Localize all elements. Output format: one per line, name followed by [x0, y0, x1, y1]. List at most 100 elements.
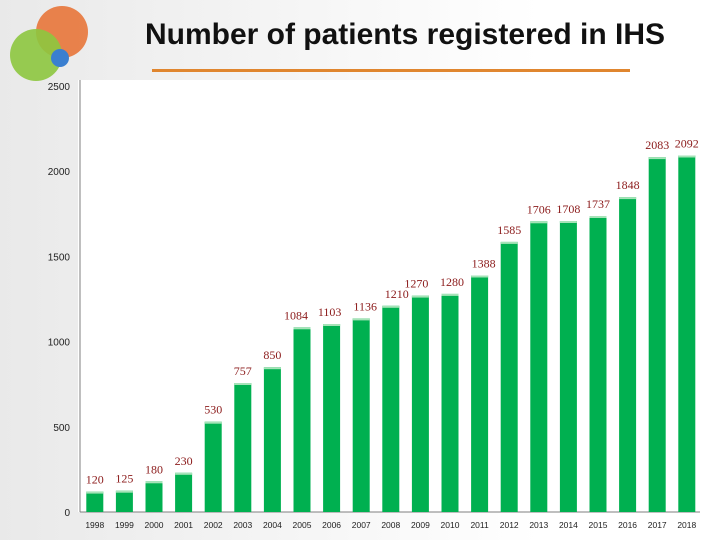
bar-2009 — [411, 295, 429, 512]
bar-2013 — [530, 221, 548, 513]
x-tick-label-2008: 2008 — [381, 520, 400, 530]
x-tick-label-1999: 1999 — [115, 520, 134, 530]
x-tick-label-2001: 2001 — [174, 520, 193, 530]
value-label-2013: 1706 — [527, 202, 551, 216]
bar-top-1998 — [86, 491, 104, 494]
bar-top-1999 — [115, 490, 133, 493]
bar-2003 — [234, 383, 252, 512]
bar-top-2005 — [293, 327, 311, 330]
x-tick-label-2017: 2017 — [648, 520, 667, 530]
y-tick-label-2500: 2500 — [48, 82, 71, 93]
value-label-2008: 1210 — [385, 287, 409, 301]
bar-2005 — [293, 327, 311, 512]
value-label-2018: 2092 — [675, 137, 699, 151]
y-tick-label-1500: 1500 — [48, 252, 71, 263]
bar-2015 — [589, 216, 607, 512]
x-tick-label-2016: 2016 — [618, 520, 637, 530]
value-label-1998: 120 — [86, 473, 104, 487]
bar-2010 — [441, 293, 459, 512]
bar-top-2013 — [530, 221, 548, 224]
bar-2011 — [471, 275, 489, 512]
x-tick-label-2003: 2003 — [233, 520, 252, 530]
bar-2017 — [648, 157, 666, 512]
bars — [86, 155, 696, 513]
bar-top-2003 — [234, 383, 252, 385]
bar-2016 — [619, 197, 637, 512]
value-label-2010: 1280 — [440, 275, 464, 289]
bar-top-2011 — [471, 275, 489, 278]
bar-2000 — [145, 481, 163, 512]
bar-2002 — [204, 421, 222, 512]
x-tick-label-2011: 2011 — [470, 520, 489, 530]
value-label-2012: 1585 — [497, 223, 521, 237]
bar-1998 — [86, 491, 104, 512]
x-tick-label-2006: 2006 — [322, 520, 341, 530]
bar-2014 — [559, 221, 577, 512]
y-tick-label-0: 0 — [64, 508, 70, 519]
bar-top-2009 — [411, 295, 429, 298]
bar-2001 — [175, 472, 193, 512]
bar-top-2017 — [648, 157, 666, 160]
x-tick-label-2002: 2002 — [204, 520, 223, 530]
x-tick-label-2015: 2015 — [589, 520, 608, 530]
y-tick-label-1000: 1000 — [48, 338, 71, 349]
y-tick-label-2000: 2000 — [48, 167, 71, 178]
value-label-1999: 125 — [115, 472, 133, 486]
bar-2004 — [263, 367, 281, 512]
bar-top-2007 — [352, 318, 370, 321]
logo-blue-circle — [51, 49, 69, 67]
value-label-2015: 1737 — [586, 197, 610, 211]
bar-2006 — [323, 324, 341, 512]
value-labels: 120 125 180 230 530 757 850 1084 1103 1136 1210127… — [86, 137, 699, 487]
x-tick-label-2009: 2009 — [411, 520, 430, 530]
value-label-2000: 180 — [145, 462, 163, 476]
bar-1999 — [115, 490, 133, 512]
page-title: Number of patients registered in IHS — [144, 18, 666, 51]
title-underline — [152, 69, 630, 72]
value-label-2017: 2083 — [645, 138, 669, 152]
x-tick-label-2018: 2018 — [677, 520, 696, 530]
bar-2018 — [678, 155, 696, 512]
bar-top-2016 — [619, 197, 637, 200]
x-tick-label-2012: 2012 — [500, 520, 519, 530]
value-label-2002: 530 — [204, 403, 222, 417]
value-label-2009: 1270 — [404, 277, 428, 291]
logo-green-circle — [10, 29, 62, 81]
bar-top-2015 — [589, 216, 607, 218]
value-label-2016: 1848 — [616, 178, 640, 192]
bar-2012 — [500, 241, 518, 512]
bar-top-2010 — [441, 293, 459, 296]
x-axis-ticks: 1998 1999 2000 2001 2002 2003 2004 2005 2006 2007… — [85, 520, 696, 530]
logo-icon — [10, 6, 88, 81]
bar-top-2008 — [382, 305, 400, 308]
y-axis-ticks: 0 500 1000 1500 2000 2500 — [48, 82, 71, 519]
bar-top-2000 — [145, 481, 163, 484]
bar-top-2018 — [678, 155, 696, 158]
y-tick-label-500: 500 — [53, 423, 70, 434]
bar-top-2002 — [204, 421, 222, 424]
value-label-2004: 850 — [263, 348, 281, 362]
value-label-2014: 1708 — [556, 202, 580, 216]
bar-top-2006 — [323, 324, 341, 326]
x-tick-label-1998: 1998 — [85, 520, 104, 530]
bar-top-2004 — [263, 367, 281, 370]
bar-2007 — [352, 318, 370, 512]
bar-2008 — [382, 305, 400, 512]
value-label-2011: 1388 — [472, 257, 496, 271]
value-label-2001: 230 — [175, 454, 193, 468]
x-tick-label-2004: 2004 — [263, 520, 282, 530]
value-label-2005: 1084 — [284, 308, 308, 322]
x-tick-label-2014: 2014 — [559, 520, 578, 530]
value-label-2003: 757 — [234, 364, 252, 378]
bar-top-2014 — [559, 221, 577, 223]
x-tick-label-2005: 2005 — [293, 520, 312, 530]
x-tick-label-2000: 2000 — [145, 520, 164, 530]
x-tick-label-2013: 2013 — [529, 520, 548, 530]
x-tick-label-2007: 2007 — [352, 520, 371, 530]
x-tick-label-2010: 2010 — [441, 520, 460, 530]
value-label-2007: 1136 — [353, 299, 377, 313]
value-label-2006: 1103 — [318, 305, 342, 319]
bar-top-2001 — [175, 472, 193, 475]
bar-top-2012 — [500, 241, 518, 244]
